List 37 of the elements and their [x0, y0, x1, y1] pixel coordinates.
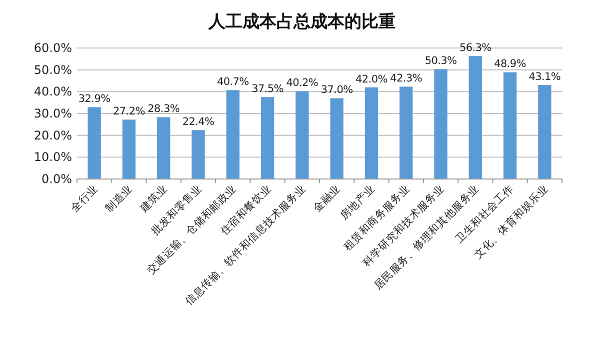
x-tick-label: 制造业	[102, 182, 136, 214]
bar	[538, 84, 552, 179]
y-tick-label: 0.0%	[42, 172, 72, 186]
chart-title: 人工成本占总成本的比重	[208, 12, 396, 32]
y-tick-label: 20.0%	[34, 128, 72, 142]
data-label: 43.1%	[528, 70, 561, 83]
bar	[192, 130, 205, 179]
bar	[468, 56, 482, 179]
data-label: 32.9%	[78, 93, 111, 106]
y-tick-label: 10.0%	[34, 150, 72, 164]
data-label: 48.9%	[494, 58, 526, 70]
bar	[364, 87, 378, 179]
data-label: 50.3%	[424, 55, 457, 68]
data-label: 28.3%	[148, 103, 180, 116]
y-tick-label: 60.0%	[34, 41, 72, 55]
data-label: 40.7%	[216, 76, 250, 88]
data-label: 56.3%	[459, 42, 492, 54]
bar	[296, 91, 309, 179]
data-label: 37.5%	[252, 83, 284, 96]
bar	[434, 69, 448, 179]
bar	[400, 86, 413, 179]
data-label: 37.0%	[320, 84, 354, 96]
data-label: 40.2%	[286, 77, 318, 90]
bar	[260, 97, 274, 179]
bar	[88, 107, 101, 179]
bar	[226, 90, 240, 179]
bar	[122, 120, 136, 179]
bar	[503, 72, 517, 179]
y-tick-label: 30.0%	[34, 106, 72, 120]
y-tick-label: 40.0%	[34, 84, 72, 99]
data-label: 42.3%	[390, 72, 422, 85]
data-label: 42.0%	[356, 73, 388, 86]
data-label: 27.2%	[113, 106, 146, 118]
y-tick-label: 50.0%	[34, 62, 72, 77]
data-label: 22.4%	[182, 116, 214, 128]
bar	[157, 117, 170, 179]
bar	[330, 98, 344, 179]
